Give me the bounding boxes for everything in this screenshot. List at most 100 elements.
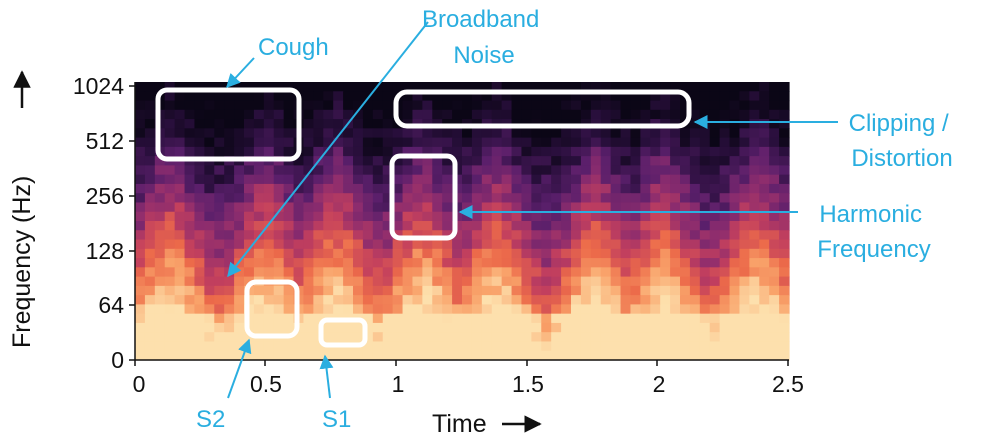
heatmap-cell [699, 211, 711, 222]
heatmap-cell [670, 109, 681, 120]
heatmap-cell [640, 146, 651, 157]
heatmap-cell [709, 295, 721, 305]
heatmap-cell [719, 295, 731, 305]
heatmap-cell [313, 193, 324, 204]
heatmap-cell [412, 285, 423, 296]
heatmap-cell [244, 230, 255, 241]
heatmap-cell [650, 230, 661, 241]
heatmap-cell [164, 109, 176, 120]
heatmap-cell [729, 174, 741, 185]
heatmap-cell [630, 276, 641, 287]
heatmap-cell [323, 295, 334, 305]
heatmap-cell [283, 322, 295, 333]
heatmap-cell [283, 82, 295, 92]
heatmap-cell [253, 109, 265, 120]
heatmap-cell [561, 165, 572, 176]
heatmap-cell [372, 109, 384, 120]
heatmap-cell [362, 183, 374, 194]
heatmap-cell [422, 350, 433, 361]
heatmap-cell [481, 82, 493, 92]
y-tick-label: 128 [86, 238, 124, 264]
heatmap-cell [660, 239, 671, 250]
heatmap-cell [759, 267, 770, 278]
heatmap-cell [184, 165, 196, 176]
heatmap-cell [541, 109, 552, 120]
heatmap-cell [739, 313, 750, 324]
heatmap-cell [541, 128, 552, 139]
heatmap-cell [670, 248, 681, 259]
heatmap-cell [234, 128, 245, 139]
heatmap-cell [313, 137, 324, 148]
heatmap-cell [273, 82, 285, 92]
heatmap-cell [571, 304, 582, 315]
heatmap-cell [303, 276, 314, 287]
annotation-arrows [226, 21, 838, 399]
heatmap-cell [471, 165, 483, 176]
heatmap-cell [650, 211, 661, 222]
heatmap-cell [521, 230, 532, 241]
heatmap-cell [630, 211, 641, 222]
heatmap-cell [709, 313, 721, 324]
heatmap-cell [135, 285, 146, 296]
heatmap-cell [343, 211, 354, 222]
heatmap-cell [600, 295, 612, 305]
heatmap-cell [501, 128, 513, 139]
heatmap-cell [174, 276, 186, 287]
heatmap-cell [580, 109, 592, 120]
heatmap-cell [709, 221, 721, 231]
heatmap-cell [253, 322, 265, 333]
heatmap-cell [382, 258, 394, 268]
heatmap-cell [630, 304, 641, 315]
heatmap-cell [432, 109, 443, 120]
heatmap-cell [452, 137, 463, 148]
heatmap-cell [273, 211, 285, 222]
heatmap-cell [412, 156, 423, 166]
heatmap-cell [263, 267, 275, 278]
heatmap-cell [561, 183, 572, 194]
heatmap-cell [779, 221, 790, 231]
heatmap-cell [689, 230, 701, 241]
heatmap-cell [471, 230, 483, 241]
heatmap-cell [580, 258, 592, 268]
heatmap-cell [224, 322, 235, 333]
heatmap-cell [491, 313, 503, 324]
heatmap-cell [323, 267, 334, 278]
heatmap-cell [600, 276, 612, 287]
heatmap-cell [353, 146, 364, 157]
heatmap-cell [719, 91, 731, 102]
heatmap-cell [402, 313, 414, 324]
heatmap-cell [313, 350, 324, 361]
heatmap-cell [462, 332, 473, 343]
heatmap-cell [353, 221, 364, 231]
heatmap-cell [462, 341, 473, 352]
heatmap-cell [650, 128, 661, 139]
heatmap-cell [273, 248, 285, 259]
heatmap-cell [749, 341, 760, 352]
heatmap-cell [769, 313, 780, 324]
heatmap-cell [531, 248, 542, 259]
heatmap-cell [610, 211, 622, 222]
heatmap-cell [501, 193, 513, 204]
heatmap-cell [531, 174, 542, 185]
heatmap-cell [640, 267, 651, 278]
heatmap-cell [779, 350, 790, 361]
heatmap-cell [224, 341, 235, 352]
heatmap-cell [144, 165, 156, 176]
heatmap-cell [194, 91, 205, 102]
heatmap-cell [769, 322, 780, 333]
heatmap-cell [283, 119, 295, 129]
heatmap-cell [422, 230, 433, 241]
heatmap-cell [204, 230, 215, 241]
heatmap-cell [234, 267, 245, 278]
heatmap-cell [620, 146, 632, 157]
heatmap-cell [402, 322, 414, 333]
heatmap-cell [214, 248, 225, 259]
heatmap-cell [412, 248, 423, 259]
heatmap-cell [630, 91, 641, 102]
heatmap-cell [491, 341, 503, 352]
heatmap-cell [729, 146, 741, 157]
heatmap-cell [313, 230, 324, 241]
heatmap-cell [273, 202, 285, 213]
heatmap-cell [699, 100, 711, 111]
heatmap-cell [362, 82, 374, 92]
